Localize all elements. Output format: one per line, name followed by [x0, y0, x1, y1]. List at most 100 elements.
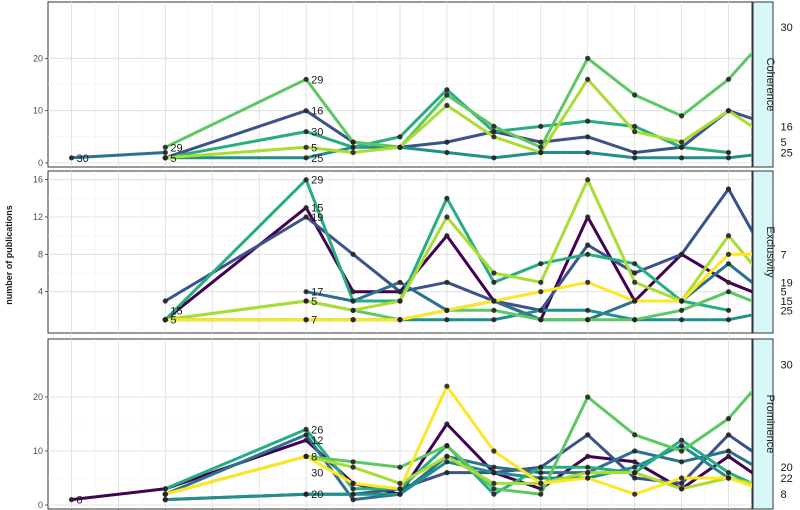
series-group [68, 50, 752, 161]
data-label: 30 [780, 22, 792, 34]
data-point [444, 470, 450, 476]
data-point [538, 139, 544, 145]
data-point [632, 129, 638, 135]
data-point [444, 279, 450, 285]
data-point [491, 298, 497, 304]
data-label: 5 [311, 296, 317, 308]
facet-strip [752, 170, 774, 334]
data-point [303, 177, 309, 183]
data-point [725, 448, 732, 454]
data-point [397, 464, 403, 470]
data-point [538, 144, 544, 150]
data-point [725, 251, 732, 257]
y-tick-label: 16 [33, 175, 43, 185]
series-line [163, 433, 752, 502]
data-point [444, 87, 450, 93]
data-label: 19 [780, 277, 792, 289]
data-label: 8 [76, 495, 82, 507]
data-point [303, 437, 309, 443]
data-point [303, 317, 309, 323]
data-point [632, 270, 638, 276]
data-point [725, 261, 732, 267]
data-point [68, 155, 75, 161]
data-point [725, 416, 732, 422]
series-line [163, 187, 752, 312]
data-point [725, 453, 732, 459]
data-point [444, 421, 450, 427]
data-point [538, 486, 544, 492]
data-point [303, 144, 309, 150]
data-point [585, 453, 591, 459]
data-point [444, 139, 450, 145]
data-point [585, 432, 591, 438]
data-point [397, 134, 403, 140]
y-tick-label: 4 [38, 287, 43, 297]
data-point [162, 491, 168, 497]
y-tick-label: 10 [33, 106, 43, 116]
data-point [679, 251, 685, 257]
series-group [68, 383, 752, 503]
data-point [585, 470, 591, 476]
data-point [162, 298, 168, 304]
data-point [397, 491, 403, 497]
data-point [444, 443, 450, 449]
data-point [585, 134, 591, 140]
data-label: 29 [170, 142, 182, 154]
data-point [538, 261, 544, 267]
data-point [303, 214, 309, 220]
data-point [725, 186, 732, 192]
data-point [585, 118, 591, 124]
data-point [491, 307, 497, 313]
data-point [162, 144, 168, 150]
y-tick-label: 10 [33, 446, 43, 456]
data-point [679, 475, 685, 481]
data-point [350, 307, 356, 313]
data-point [397, 289, 403, 295]
data-point [725, 289, 732, 295]
data-label: 5 [170, 315, 176, 327]
data-point [444, 459, 450, 465]
data-label: 17 [311, 287, 323, 299]
series-line [163, 145, 752, 160]
data-point [679, 139, 685, 145]
data-point [632, 317, 638, 323]
data-point [538, 149, 544, 156]
facet-strip [752, 338, 774, 510]
series-line [163, 384, 752, 496]
data-point [538, 289, 544, 295]
data-point [397, 298, 403, 304]
data-point [679, 459, 685, 465]
data-point [632, 470, 638, 476]
data-point [538, 123, 544, 129]
facet-label: Exclusivity [764, 226, 776, 278]
data-label: 22 [780, 473, 792, 485]
data-point [725, 470, 732, 476]
data-point [491, 448, 497, 454]
data-label: 7 [780, 249, 786, 261]
data-point [303, 432, 309, 438]
data-point [397, 486, 403, 492]
data-point [585, 177, 591, 183]
data-point [350, 480, 356, 486]
data-point [162, 317, 168, 323]
data-label: 7 [311, 315, 317, 327]
data-label: 29 [311, 74, 323, 86]
data-point [350, 464, 356, 470]
data-label: 30 [311, 468, 323, 480]
data-point [725, 475, 732, 481]
data-point [679, 448, 685, 454]
data-point [679, 437, 685, 443]
data-label: 25 [780, 148, 792, 160]
data-point [725, 149, 732, 156]
data-point [538, 491, 544, 497]
data-point [444, 383, 450, 389]
data-point [679, 113, 685, 119]
data-point [538, 317, 544, 323]
data-point [679, 443, 685, 449]
facet-panels: 01020301652529163052529530Coherence48121… [33, 1, 793, 510]
data-point [585, 214, 591, 220]
data-point [350, 497, 356, 503]
data-point [585, 149, 591, 156]
data-point [444, 92, 450, 98]
